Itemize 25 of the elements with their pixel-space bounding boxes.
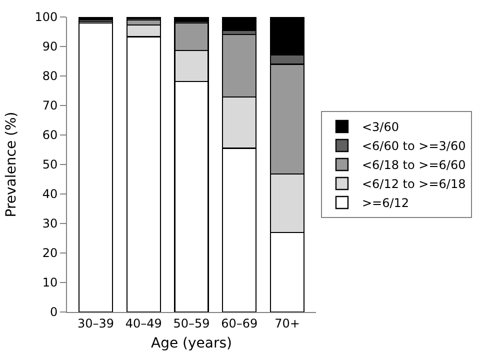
legend-label: >=6/12 xyxy=(362,196,410,210)
y-tick-label: 20 xyxy=(42,246,58,260)
y-tick-label: 70 xyxy=(42,98,58,113)
bar xyxy=(222,17,257,32)
bar xyxy=(78,22,114,312)
y-tick-label: 50 xyxy=(42,158,58,172)
y-tick-label: 80 xyxy=(42,69,58,84)
x-tick-label: 50–59 xyxy=(173,316,210,330)
x-tick-label: 60–69 xyxy=(221,316,258,330)
y-tick-label: 100 xyxy=(34,10,58,24)
y-tick-label: 40 xyxy=(42,187,58,202)
legend-label: <3/60 xyxy=(362,120,399,134)
legend-label: <6/12 to >=6/18 xyxy=(362,177,466,192)
x-tick-label: 40–49 xyxy=(125,316,162,330)
y-tick-label: 10 xyxy=(42,276,58,290)
y-tick-label: 90 xyxy=(42,40,58,54)
x-axis-title: Age (years) xyxy=(151,336,232,352)
x-tick-label: 70+ xyxy=(274,316,300,330)
x-tick-label: 30–39 xyxy=(77,316,114,330)
y-axis-title: Prevalence (%) xyxy=(3,112,20,218)
y-tick-label: 30 xyxy=(42,216,58,231)
y-tick-label: 0 xyxy=(50,305,58,320)
y-tick-label: 60 xyxy=(42,128,58,142)
legend-label: <6/18 to >=6/60 xyxy=(362,158,466,172)
legend-label: <6/60 to >=3/60 xyxy=(362,139,466,154)
